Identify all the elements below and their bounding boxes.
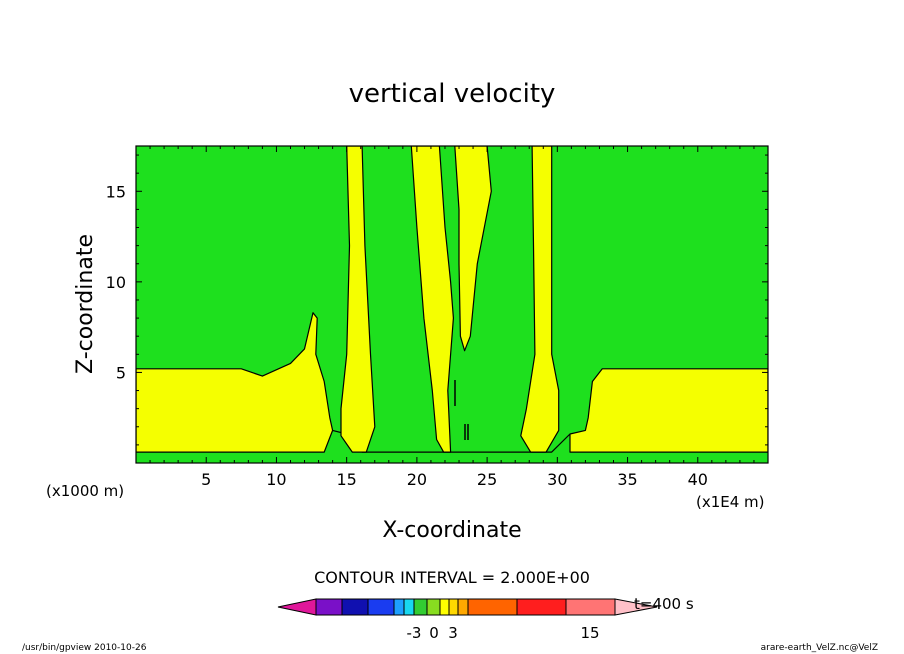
plot-frame [135, 145, 769, 464]
y-axis: 5 10 15 [106, 154, 768, 446]
x-axis: 5 10 15 20 25 30 35 40 [149, 146, 755, 489]
y-axis-label: Z-coordinate [73, 234, 98, 374]
colorbar-segment [393, 598, 405, 616]
colorbar-segment [439, 598, 450, 616]
colorbar-label-0: 0 [429, 624, 439, 642]
colorbar-segment [426, 598, 441, 616]
contour-column-21 [410, 146, 454, 453]
colorbar-segment [413, 598, 428, 616]
contour-layer [136, 146, 768, 453]
x-scale-label: (x1E4 m) [696, 493, 765, 511]
colorbar-segment [315, 598, 343, 616]
x-axis-label: X-coordinate [382, 518, 521, 543]
colorbar-segment [403, 598, 415, 616]
plot-area [136, 146, 768, 463]
colorbar-segment [516, 598, 567, 616]
contour-column-24 [454, 146, 492, 352]
chart-title: vertical velocity [349, 79, 556, 109]
colorbar-segment [457, 598, 469, 616]
footer-left: /usr/bin/gpview 2010-10-26 [22, 643, 147, 653]
footer-right: arare-earth_VelZ.nc@VelZ [761, 643, 878, 653]
x-tick-label-5: 5 [201, 470, 211, 489]
x-tick-label-40: 40 [688, 470, 708, 489]
colorbar-label-3: 3 [448, 624, 458, 642]
y-tick-label-15: 15 [106, 182, 126, 201]
x-tick-label-15: 15 [336, 470, 356, 489]
colorbar-label--3: -3 [407, 624, 422, 642]
colorbar-segment [565, 598, 616, 616]
colorbar-segment [367, 598, 395, 616]
colorbar-arrow-high [614, 598, 658, 616]
x-unit-label: (x1000 m) [46, 482, 124, 500]
colorbar-label-15: 15 [580, 624, 599, 642]
y-tick-label-10: 10 [106, 273, 126, 292]
colorbar-segment [467, 598, 518, 616]
colorbar-segment [341, 598, 369, 616]
contour-column-16 [340, 146, 376, 453]
colorbar-arrow-low [277, 598, 317, 616]
x-tick-label-20: 20 [407, 470, 427, 489]
colorbar: -3 0 3 15 [277, 598, 658, 642]
time-label: t=400 s [634, 595, 694, 613]
y-tick-label-5: 5 [116, 363, 126, 382]
contour-interval-label: CONTOUR INTERVAL = 2.000E+00 [314, 568, 590, 587]
x-tick-label-35: 35 [617, 470, 637, 489]
contour-column-29 [520, 146, 560, 453]
x-tick-label-30: 30 [547, 470, 567, 489]
colorbar-segment [448, 598, 459, 616]
x-tick-label-10: 10 [266, 470, 286, 489]
x-tick-label-25: 25 [477, 470, 497, 489]
